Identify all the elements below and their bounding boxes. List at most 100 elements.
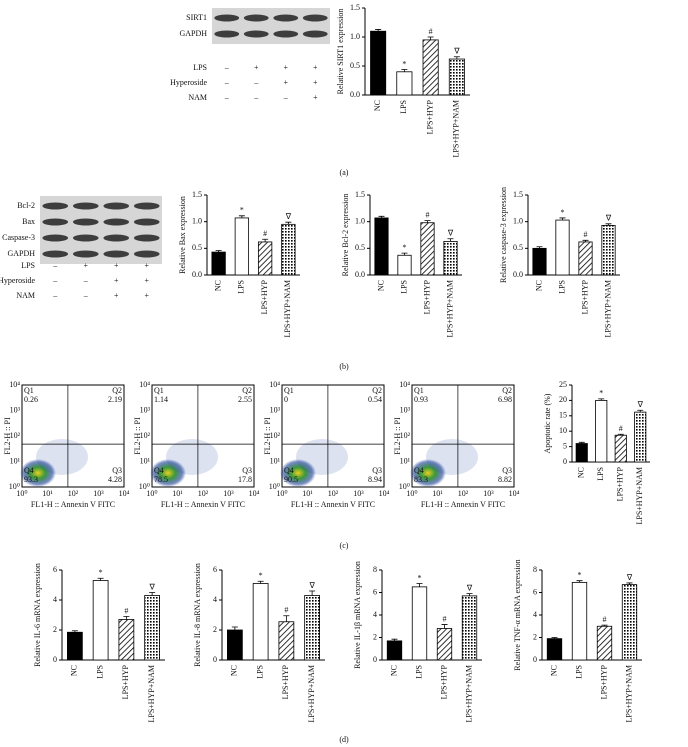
y-tick-label: 10³ xyxy=(400,405,411,414)
blot-band xyxy=(133,250,160,258)
quadrant-name: Q2 xyxy=(242,386,252,395)
treatment-sign: + xyxy=(114,261,119,270)
treatment-sign: + xyxy=(283,63,288,72)
cell-scatter xyxy=(36,439,88,475)
protein-label: GAPDH xyxy=(7,249,35,258)
y-tick-label: 10² xyxy=(10,431,21,440)
error-bar xyxy=(617,433,624,436)
x-tick-label: 10³ xyxy=(353,489,364,498)
quadrant-value: 78.5 xyxy=(154,475,168,484)
bar xyxy=(278,621,295,661)
error-bar xyxy=(447,238,454,242)
bar xyxy=(546,638,563,661)
significance-marker: ∇ xyxy=(605,214,612,223)
bar xyxy=(575,443,588,463)
y-tick-label: 20 xyxy=(559,395,567,404)
x-tick-label: LPS xyxy=(95,665,104,679)
error-bar xyxy=(441,624,448,629)
y-tick-label: 0.0 xyxy=(513,270,523,279)
x-tick-label: LPS xyxy=(399,280,408,294)
y-tick-label: 0.5 xyxy=(192,243,202,252)
x-tick-label: LPS xyxy=(574,665,583,679)
y-tick-label: 10² xyxy=(400,431,411,440)
x-tick-label: 10² xyxy=(198,489,209,498)
blot-band xyxy=(302,14,328,22)
y-tick-label: 4 xyxy=(373,610,377,619)
error-bar xyxy=(378,215,385,218)
error-bar xyxy=(123,616,130,620)
y-tick-label: 10³ xyxy=(140,405,151,414)
error-bar xyxy=(238,215,245,218)
error-bar xyxy=(257,580,264,584)
bar xyxy=(92,580,109,661)
y-tick-label: 0.5 xyxy=(513,243,523,252)
panel-label: (d) xyxy=(339,735,349,744)
y-tick-label: 1.5 xyxy=(350,3,360,12)
blot-band xyxy=(42,218,69,226)
y-tick-label: 10⁰ xyxy=(399,482,410,491)
treatment-sign: + xyxy=(144,261,149,270)
protein-label: Caspase-3 xyxy=(2,233,35,242)
error-bar xyxy=(576,580,583,583)
treatment-sign: + xyxy=(313,78,318,87)
blot-band xyxy=(273,14,299,22)
y-tick-label: 4 xyxy=(533,610,537,619)
quadrant-name: Q1 xyxy=(24,386,34,395)
quadrant-name: Q3 xyxy=(502,466,512,475)
panel-label: (a) xyxy=(340,168,349,177)
quadrant-name: Q4 xyxy=(154,466,164,475)
x-tick-label: 10¹ xyxy=(302,489,313,498)
x-tick-label: LPS+HYP xyxy=(439,664,448,699)
x-tick-label: 10⁰ xyxy=(276,489,287,498)
y-tick-label: 0 xyxy=(373,655,377,664)
x-tick-label: 10³ xyxy=(483,489,494,498)
cell-scatter xyxy=(296,439,348,475)
treatment-sign: – xyxy=(52,276,58,285)
y-tick-label: 0 xyxy=(53,655,57,664)
y-tick-label: 0.0 xyxy=(192,270,202,279)
bar xyxy=(304,595,320,661)
cell-scatter xyxy=(426,439,478,475)
blot-band xyxy=(273,30,299,38)
treatment-sign: – xyxy=(253,78,259,87)
protein-label: SIRT1 xyxy=(186,13,207,22)
quadrant-name: Q1 xyxy=(154,386,164,395)
y-tick-label: 10¹ xyxy=(10,456,21,465)
significance-marker: ∇ xyxy=(447,229,454,238)
y-axis-label: FL2-H :: PI xyxy=(133,417,142,455)
y-tick-label: 5 xyxy=(563,441,567,450)
x-tick-label: NC xyxy=(70,665,79,676)
x-axis-label: FL1-H :: Annexin V FITC xyxy=(291,500,375,509)
y-tick-label: 10⁴ xyxy=(269,380,280,389)
bar xyxy=(448,58,465,96)
y-tick-label: 10⁰ xyxy=(139,482,150,491)
bar xyxy=(211,251,226,276)
y-tick-label: 8 xyxy=(533,565,537,574)
quadrant-name: Q2 xyxy=(502,386,512,395)
y-tick-label: 0.5 xyxy=(355,243,365,252)
protein-label: Bcl-2 xyxy=(17,201,35,210)
y-tick-label: 10⁴ xyxy=(9,380,20,389)
x-tick-label: 10⁴ xyxy=(379,489,390,498)
significance-marker: # xyxy=(603,615,607,624)
bar xyxy=(601,224,616,276)
error-bar xyxy=(598,398,605,401)
x-tick-label: 10⁴ xyxy=(249,489,260,498)
treatment-sign: – xyxy=(224,63,230,72)
blot-band xyxy=(103,202,130,210)
treatment-sign: – xyxy=(52,261,58,270)
x-tick-label: LPS+HYP+NAM xyxy=(445,280,454,337)
error-bar xyxy=(453,56,460,60)
significance-marker: # xyxy=(584,230,588,239)
bar xyxy=(252,583,269,661)
treatment-sign: + xyxy=(114,276,119,285)
blot-band xyxy=(72,250,99,258)
y-tick-label: 0.0 xyxy=(355,270,365,279)
significance-marker: ∇ xyxy=(637,400,644,409)
y-axis-label: Relative IL-8 mRNA expression xyxy=(193,563,202,667)
y-tick-label: 25 xyxy=(559,380,567,389)
cell-cluster xyxy=(280,459,316,487)
x-tick-label: LPS+HYP+NAM xyxy=(283,280,292,337)
x-tick-label: 10² xyxy=(458,489,469,498)
blot-band xyxy=(214,14,240,22)
